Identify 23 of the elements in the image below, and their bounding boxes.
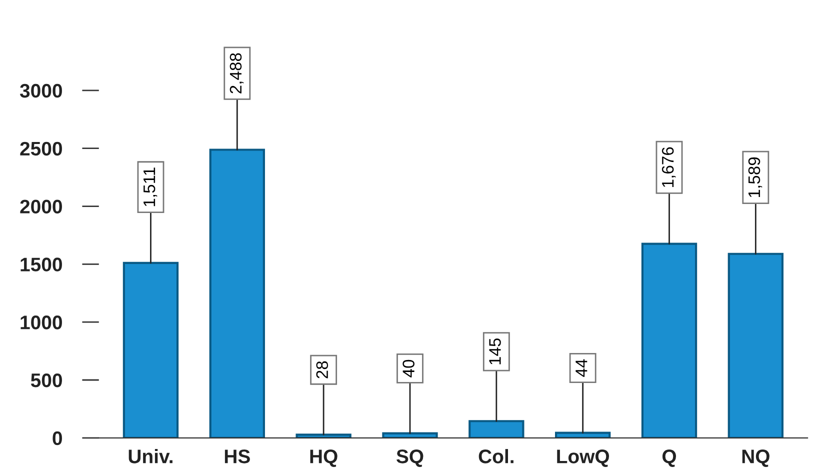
y-tick-label: 3000 <box>20 84 62 98</box>
data-label: 44 <box>576 359 588 377</box>
y-tick-label: 1000 <box>20 316 62 330</box>
x-tick-label: Q <box>662 450 676 467</box>
data-label: 1,589 <box>748 157 762 198</box>
data-label: 1,676 <box>662 147 676 187</box>
data-label: 1,511 <box>144 168 158 206</box>
x-tick-label: HS <box>224 450 250 464</box>
x-tick-label: HQ <box>310 450 338 467</box>
y-tick-label: 500 <box>30 373 62 388</box>
y-tick-label: 0 <box>52 431 62 446</box>
y-tick-label: 2500 <box>20 142 62 156</box>
data-label: 2,488 <box>230 53 244 94</box>
x-tick-label: LowQ <box>557 450 610 467</box>
y-tick-label: 2000 <box>20 200 62 214</box>
x-tick-label: NQ <box>742 450 770 467</box>
data-label: 145 <box>489 338 501 364</box>
data-label: 28 <box>316 361 328 378</box>
x-tick-label: SQ <box>396 450 424 467</box>
x-tick-label: Col. <box>478 449 514 464</box>
data-label: 40 <box>402 360 414 378</box>
y-tick-label: 1500 <box>20 258 62 272</box>
x-tick-label: Univ. <box>128 449 172 464</box>
